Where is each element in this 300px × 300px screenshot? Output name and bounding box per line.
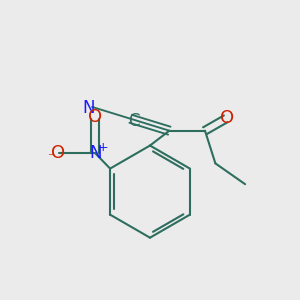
Text: N: N [90,144,102,162]
Text: O: O [51,144,65,162]
Text: N: N [83,99,95,117]
Text: O: O [88,108,102,126]
Text: O: O [220,109,234,127]
Text: +: + [98,141,109,154]
Text: C: C [128,112,140,130]
Text: ⁻: ⁻ [47,151,55,165]
